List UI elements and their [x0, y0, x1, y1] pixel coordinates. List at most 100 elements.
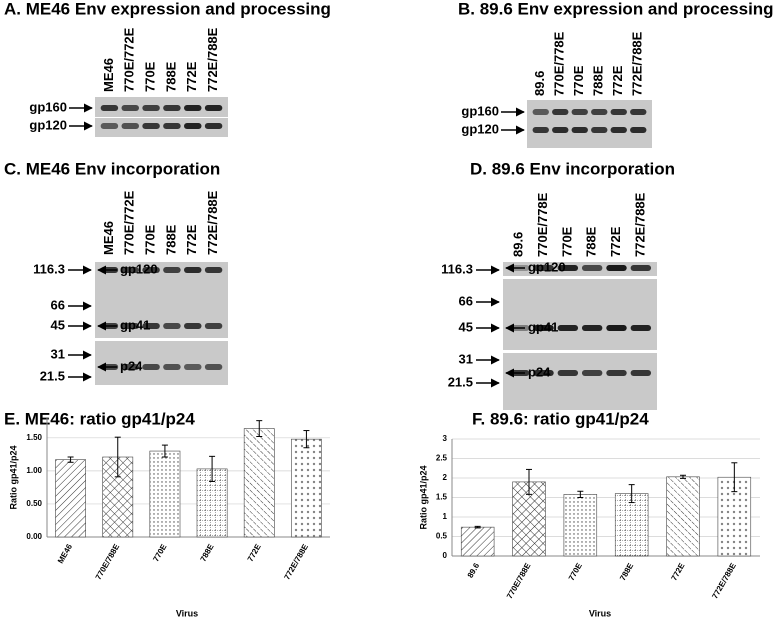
marker-label: 116.3	[33, 261, 65, 276]
lane-label: 772E/788E	[205, 27, 220, 92]
panel-title: D. 89.6 Env incorporation	[470, 159, 675, 178]
y-tick-label: 2.5	[436, 454, 448, 463]
bar	[55, 459, 86, 538]
band	[204, 105, 223, 111]
band-label: gp120	[528, 259, 566, 274]
x-tick-label: 772E/788E	[710, 561, 738, 600]
bar	[460, 526, 495, 557]
y-tick-label: 0.50	[26, 499, 42, 508]
bar	[291, 438, 322, 538]
blot	[95, 341, 228, 385]
lane-label: 772E/788E	[632, 192, 647, 257]
band	[184, 364, 202, 370]
band	[163, 323, 181, 329]
band	[606, 265, 627, 271]
band-label: gp41	[120, 317, 150, 332]
bar	[614, 493, 649, 557]
x-tick-label: 772E	[246, 542, 263, 563]
y-tick-label: 1.5	[436, 493, 448, 502]
band	[204, 323, 223, 329]
y-tick-label: 1.00	[26, 466, 42, 475]
blot	[95, 118, 228, 137]
blot	[527, 100, 652, 148]
band	[184, 123, 202, 129]
band	[184, 267, 202, 273]
band	[163, 105, 181, 111]
y-tick-label: 2	[443, 473, 448, 482]
band-label: p24	[120, 358, 143, 373]
y-tick-label: 0	[443, 551, 448, 560]
band	[552, 127, 569, 133]
lane-label: 772E	[184, 61, 199, 92]
band-label: gp120	[120, 261, 158, 276]
x-tick-label: 788E	[199, 542, 216, 563]
band	[606, 325, 627, 331]
lane-label: 788E	[163, 61, 178, 92]
y-tick-label: 3	[443, 434, 448, 443]
lane-label: 772E/788E	[205, 190, 220, 255]
band	[204, 267, 223, 273]
band	[591, 109, 608, 115]
marker-label: 66	[51, 297, 65, 312]
panel-title: C. ME46 Env incorporation	[4, 159, 220, 178]
marker-label: 31	[51, 346, 65, 361]
marker-label: 66	[459, 293, 473, 308]
y-tick-label: 0.00	[26, 532, 42, 541]
marker-label: 45	[459, 319, 473, 334]
x-tick-label: ME46	[56, 542, 75, 565]
band	[163, 267, 181, 273]
lane-label: 89.6	[532, 71, 547, 96]
band	[142, 267, 160, 273]
x-tick-label: 770E/788E	[505, 561, 533, 600]
band-label: gp41	[528, 319, 558, 334]
x-tick-label: 89.6	[466, 561, 482, 579]
bar	[666, 476, 700, 557]
band	[142, 323, 160, 329]
lane-label: 770E/778E	[535, 192, 550, 257]
lane-label: 770E	[571, 65, 586, 96]
band	[630, 325, 652, 331]
band	[630, 370, 652, 376]
band	[142, 364, 160, 370]
band-label: gp160	[461, 103, 499, 118]
band	[606, 370, 627, 376]
marker-label: 31	[459, 351, 473, 366]
x-tick-label: 788E	[618, 561, 635, 582]
lane-label: 770E	[143, 224, 158, 255]
y-tick-label: 1	[443, 512, 448, 521]
x-tick-label: 772E/788E	[282, 542, 310, 581]
band	[581, 265, 603, 271]
lane-label: 772E	[608, 226, 623, 257]
lane-label: ME46	[101, 221, 116, 255]
band	[610, 109, 627, 115]
band	[557, 370, 579, 376]
bar	[149, 450, 181, 538]
band	[121, 364, 139, 370]
band	[630, 265, 652, 271]
band	[204, 364, 223, 370]
band	[533, 265, 554, 271]
band	[557, 265, 579, 271]
band	[571, 109, 588, 115]
x-tick-label: 770E/788E	[94, 542, 122, 581]
y-axis-label: Ratio gp41/p24	[418, 465, 428, 529]
band-label: gp120	[461, 121, 499, 136]
band	[184, 323, 202, 329]
band	[121, 105, 139, 111]
band	[581, 370, 603, 376]
x-tick-label: 770E	[151, 542, 168, 563]
band	[591, 127, 608, 133]
band	[163, 364, 181, 370]
lane-label: 770E/778E	[552, 31, 567, 96]
chart-title: E. ME46: ratio gp41/p24	[4, 409, 195, 428]
band-label: p24	[528, 364, 551, 379]
blot	[503, 279, 657, 350]
band-label: gp120	[29, 117, 67, 132]
lane-label: 770E	[559, 226, 574, 257]
blot	[503, 353, 657, 410]
band	[610, 127, 627, 133]
lane-label: 770E/772E	[122, 190, 137, 255]
band	[204, 123, 223, 129]
band	[163, 123, 181, 129]
band	[532, 109, 549, 115]
